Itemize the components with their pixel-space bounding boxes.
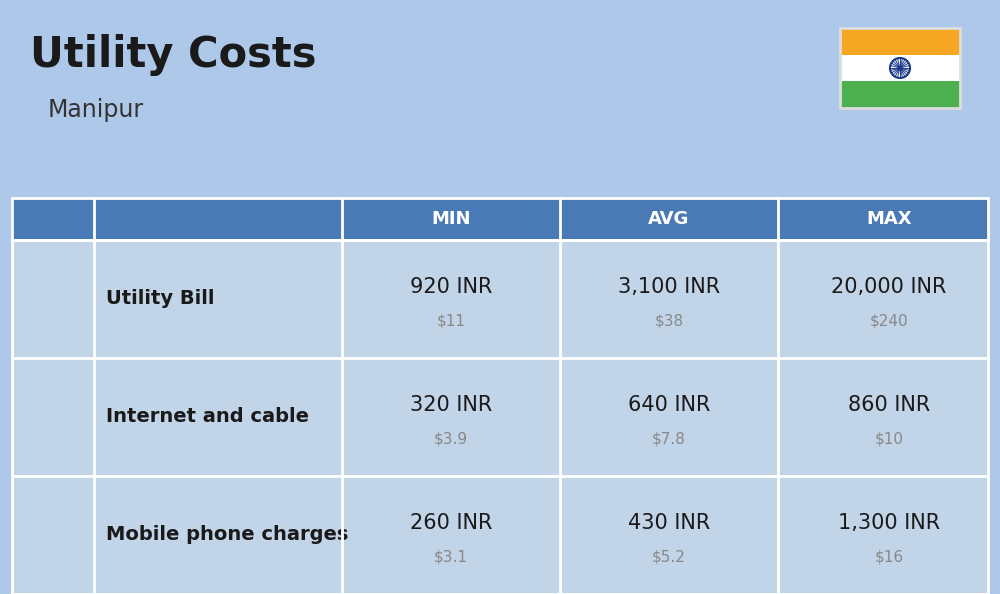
Text: $11: $11 xyxy=(436,314,466,328)
Text: 920 INR: 920 INR xyxy=(410,277,492,297)
Text: $3.1: $3.1 xyxy=(434,549,468,564)
Text: MIN: MIN xyxy=(431,210,471,228)
Text: MAX: MAX xyxy=(866,210,912,228)
Text: 3,100 INR: 3,100 INR xyxy=(618,277,720,297)
Text: 1,300 INR: 1,300 INR xyxy=(838,513,940,533)
Text: 640 INR: 640 INR xyxy=(628,395,710,415)
Text: $38: $38 xyxy=(654,314,684,328)
Text: $10: $10 xyxy=(874,431,904,447)
Text: 320 INR: 320 INR xyxy=(410,395,492,415)
Text: 860 INR: 860 INR xyxy=(848,395,930,415)
FancyBboxPatch shape xyxy=(12,240,988,358)
Text: 260 INR: 260 INR xyxy=(410,513,492,533)
Text: $16: $16 xyxy=(874,549,904,564)
Text: $5.2: $5.2 xyxy=(652,549,686,564)
Circle shape xyxy=(898,67,902,69)
FancyBboxPatch shape xyxy=(12,198,988,240)
FancyBboxPatch shape xyxy=(840,55,960,81)
Text: $7.8: $7.8 xyxy=(652,431,686,447)
Text: Mobile phone charges: Mobile phone charges xyxy=(106,526,348,545)
FancyBboxPatch shape xyxy=(840,81,960,108)
FancyBboxPatch shape xyxy=(12,358,988,476)
Text: $240: $240 xyxy=(870,314,908,328)
Text: $3.9: $3.9 xyxy=(434,431,468,447)
FancyBboxPatch shape xyxy=(840,28,960,55)
Text: 20,000 INR: 20,000 INR xyxy=(831,277,947,297)
Text: Manipur: Manipur xyxy=(48,98,144,122)
Text: Utility Costs: Utility Costs xyxy=(30,34,316,76)
Text: AVG: AVG xyxy=(648,210,690,228)
Text: 430 INR: 430 INR xyxy=(628,513,710,533)
Text: Utility Bill: Utility Bill xyxy=(106,289,214,308)
Text: Internet and cable: Internet and cable xyxy=(106,407,309,426)
FancyBboxPatch shape xyxy=(12,476,988,594)
